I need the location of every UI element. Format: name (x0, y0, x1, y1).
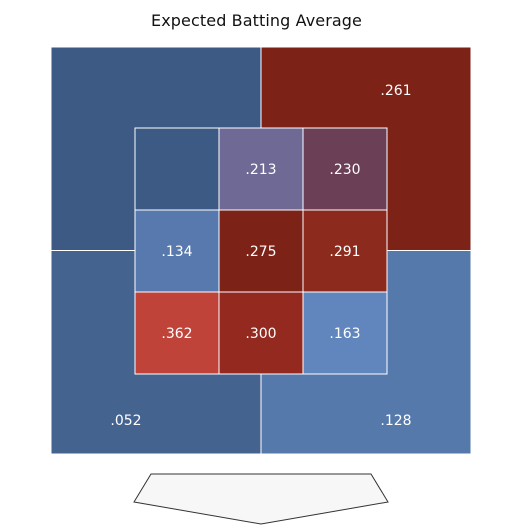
zone-cell-label-r1-c3: .230 (329, 162, 360, 178)
zone-cell-r3-c2 (218, 291, 304, 375)
zone-labels: .261 .052 .128 .213 .230 .134 .275 .291 .362 .300… (110, 83, 411, 429)
zone-cell-label-r3-c3: .163 (329, 326, 360, 342)
home-plate (133, 473, 389, 525)
home-plate-group (133, 473, 389, 525)
inner-grid (134, 127, 388, 375)
chart-title: Expected Batting Average (151, 11, 362, 30)
zone-cell-r1-c2 (218, 127, 304, 211)
zone-cell-r2-c2 (218, 209, 304, 293)
zone-cell-r1-c3 (302, 127, 388, 211)
zone-cell-label-r2-c3: .291 (329, 244, 360, 260)
zone-cell-r2-c1 (134, 209, 220, 293)
zone-cell-r1-c1 (134, 127, 220, 211)
outer-zone-label-bottom-right: .128 (380, 413, 411, 429)
zone-cell-r3-c3 (302, 291, 388, 375)
zone-cell-label-r2-c2: .275 (245, 244, 276, 260)
outer-zone-label-bottom-left: .052 (110, 413, 141, 429)
zone-cell-r3-c1 (134, 291, 220, 375)
zone-cell-label-r2-c1: .134 (161, 244, 192, 260)
zone-cell-label-r3-c2: .300 (245, 326, 276, 342)
zone-cell-label-r1-c2: .213 (245, 162, 276, 178)
zone-cell-label-r3-c1: .362 (161, 326, 192, 342)
outer-zone-label-top-right: .261 (380, 83, 411, 99)
